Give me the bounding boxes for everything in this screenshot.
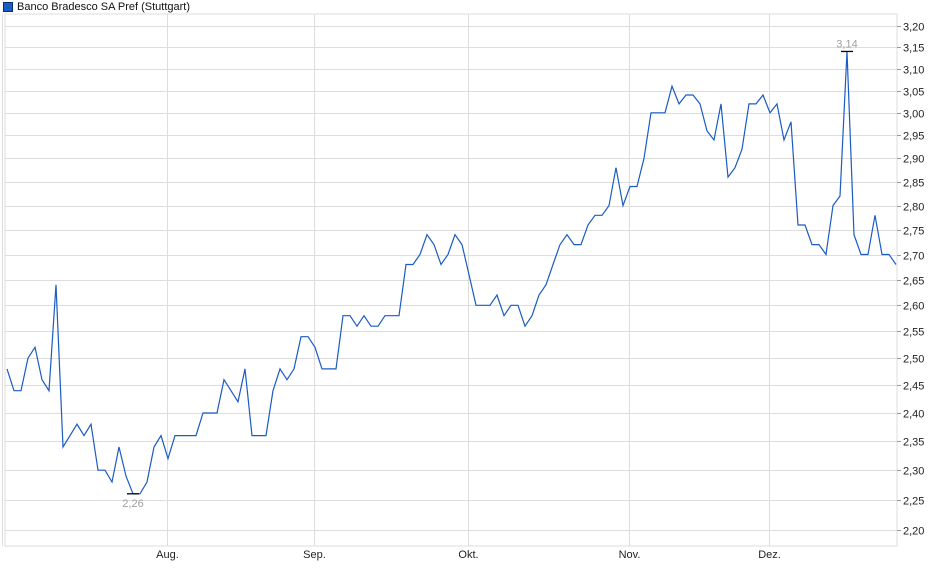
legend: Banco Bradesco SA Pref (Stuttgart)	[3, 0, 190, 14]
y-tick-label: 2,50	[903, 354, 924, 366]
y-tick-label: 2,35	[903, 437, 924, 449]
x-tick-label: Okt.	[458, 549, 478, 561]
x-tick-label: Dez.	[758, 549, 781, 561]
y-tick-label: 2,30	[903, 466, 924, 478]
y-tick-label: 2,75	[903, 226, 924, 238]
max-label: 3,14	[836, 38, 857, 50]
y-tick-label: 2,45	[903, 381, 924, 393]
price-line	[6, 51, 897, 495]
y-tick-label: 3,00	[903, 109, 924, 121]
y-tick-label: 2,40	[903, 409, 924, 421]
y-tick-label: 2,95	[903, 131, 924, 143]
min-label: 2,26	[122, 498, 143, 510]
legend-swatch	[3, 2, 13, 12]
y-tick-label: 2,90	[903, 154, 924, 166]
y-tick-label: 2,80	[903, 202, 924, 214]
y-tick-label: 2,60	[903, 301, 924, 313]
y-tick-label: 2,85	[903, 178, 924, 190]
y-tick-label: 2,70	[903, 251, 924, 263]
x-tick-label: Aug.	[156, 549, 179, 561]
y-tick-label: 3,15	[903, 43, 924, 55]
y-tick-label: 2,20	[903, 526, 924, 538]
x-tick-label: Sep.	[303, 549, 326, 561]
x-tick-label: Nov.	[619, 549, 641, 561]
y-tick-label: 3,10	[903, 65, 924, 77]
y-tick-label: 2,55	[903, 327, 924, 339]
y-tick-label: 3,20	[903, 22, 924, 34]
y-tick-label: 3,05	[903, 87, 924, 99]
y-tick-label: 2,65	[903, 276, 924, 288]
legend-label: Banco Bradesco SA Pref (Stuttgart)	[17, 1, 191, 13]
y-tick-label: 2,25	[903, 496, 924, 508]
